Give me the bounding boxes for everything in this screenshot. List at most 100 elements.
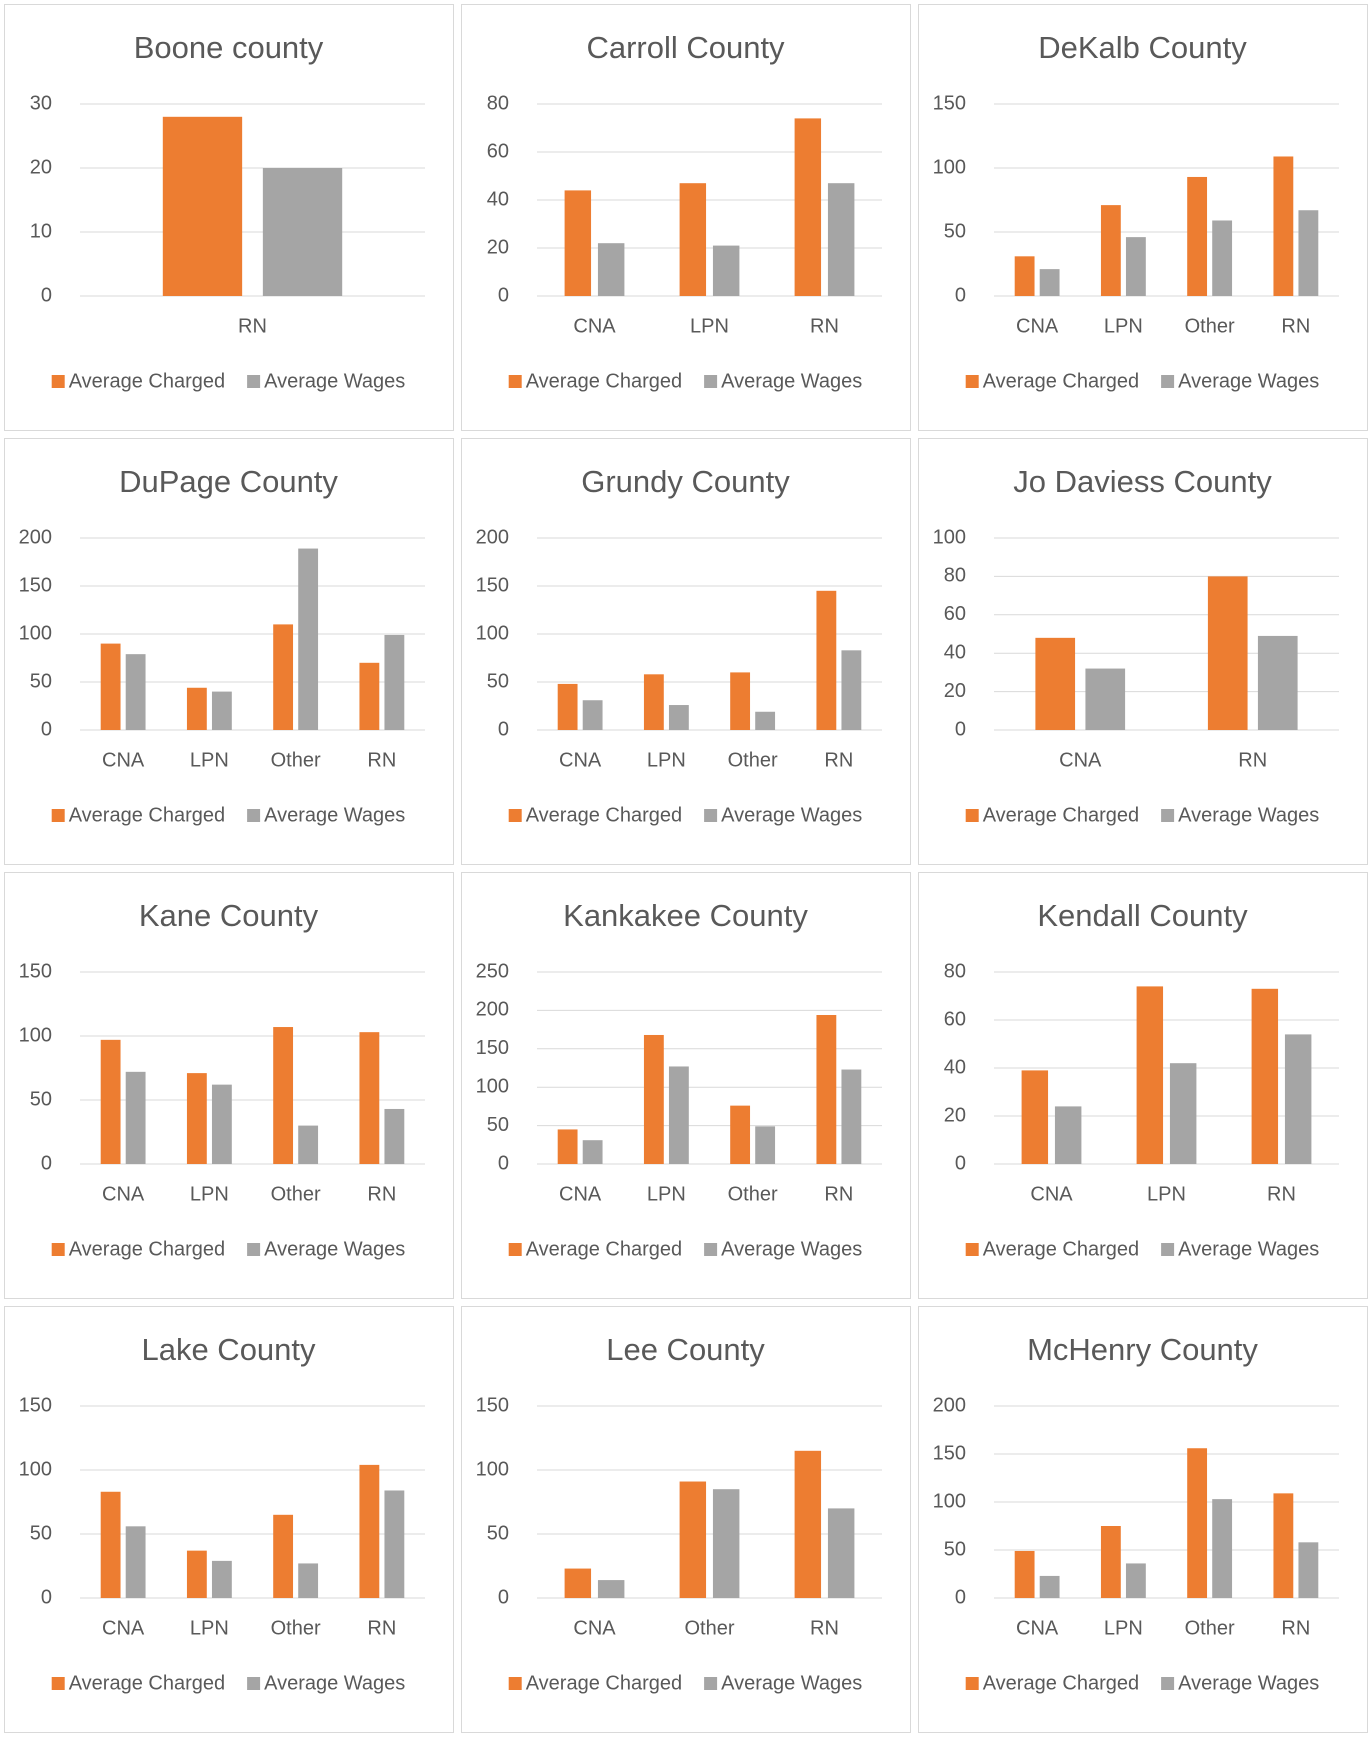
x-tick-label: RN <box>367 1183 396 1205</box>
x-tick-label: Other <box>728 1183 778 1205</box>
legend: Average Charged Average Wages <box>965 1238 1319 1260</box>
bar <box>582 700 603 730</box>
x-tick-label: RN <box>1238 749 1267 771</box>
chart-title: Kane County <box>139 898 319 933</box>
y-tick-label: 150 <box>476 1394 509 1416</box>
bar <box>1014 1550 1035 1598</box>
chart-panel: Grundy County 0 50 100 150 200 CNA LPN Other RN Av… <box>461 438 911 865</box>
legend-swatch <box>1161 1243 1175 1256</box>
y-tick-label: 200 <box>476 526 509 548</box>
x-tick-label: CNA <box>1016 315 1059 337</box>
legend-swatch <box>51 375 65 388</box>
bar <box>384 1490 405 1598</box>
x-tick-label: CNA <box>1016 1617 1059 1639</box>
bar <box>1125 1563 1146 1598</box>
bar <box>125 1071 146 1164</box>
bar <box>186 687 207 730</box>
chart-title: McHenry County <box>1027 1332 1258 1367</box>
bar <box>162 116 243 296</box>
bar <box>273 624 294 730</box>
bar <box>712 1489 740 1598</box>
legend-label: Average Wages <box>264 804 405 826</box>
x-tick-label: RN <box>1281 315 1310 337</box>
bar <box>1039 269 1060 296</box>
y-tick-label: 0 <box>955 1152 966 1174</box>
y-tick-label: 60 <box>944 603 966 625</box>
legend-label: Average Wages <box>264 1238 405 1260</box>
bar <box>841 1069 862 1164</box>
legend-label: Average Charged <box>983 804 1139 826</box>
y-tick-label: 100 <box>19 1458 52 1480</box>
y-tick-label: 50 <box>30 1522 52 1544</box>
x-tick-label: RN <box>367 749 396 771</box>
legend: Average Charged Average Wages <box>51 1672 405 1694</box>
x-tick-label: RN <box>810 1617 839 1639</box>
y-tick-label: 20 <box>487 236 509 258</box>
x-tick-label: RN <box>824 1183 853 1205</box>
bar <box>597 1580 625 1598</box>
x-tick-label: LPN <box>190 749 229 771</box>
bar <box>557 683 578 730</box>
bar <box>730 1105 751 1164</box>
bar <box>273 1514 294 1598</box>
x-tick-label: LPN <box>1147 1183 1186 1205</box>
chart-title: Lake County <box>141 1332 316 1367</box>
legend-swatch <box>704 1677 718 1690</box>
y-tick-label: 0 <box>498 284 509 306</box>
bar <box>298 1563 319 1598</box>
legend-label: Average Wages <box>721 804 862 826</box>
bar <box>841 650 862 730</box>
y-tick-label: 150 <box>476 1037 509 1059</box>
y-tick-label: 200 <box>19 526 52 548</box>
x-tick-label: RN <box>824 749 853 771</box>
y-tick-label: 0 <box>498 1586 509 1608</box>
bar <box>1298 1542 1319 1598</box>
legend-label: Average Wages <box>1178 804 1319 826</box>
chart-title: Kendall County <box>1037 898 1248 933</box>
bar <box>827 183 855 296</box>
bar <box>679 183 707 296</box>
legend-swatch <box>247 1677 261 1690</box>
y-tick-label: 0 <box>955 1586 966 1608</box>
legend-swatch <box>508 1243 522 1256</box>
x-tick-label: RN <box>1267 1183 1296 1205</box>
panel-border <box>4 438 454 865</box>
x-tick-label: Other <box>1185 1617 1235 1639</box>
y-tick-label: 20 <box>944 680 966 702</box>
y-tick-label: 50 <box>487 670 509 692</box>
y-tick-label: 20 <box>30 156 52 178</box>
x-tick-label: LPN <box>190 1617 229 1639</box>
legend-label: Average Charged <box>69 1672 225 1694</box>
legend-swatch <box>247 1243 261 1256</box>
legend-swatch <box>51 1677 65 1690</box>
legend: Average Charged Average Wages <box>508 1672 862 1694</box>
legend: Average Charged Average Wages <box>508 1238 862 1260</box>
y-tick-label: 0 <box>498 1152 509 1174</box>
bar <box>211 691 232 730</box>
legend-swatch <box>704 1243 718 1256</box>
legend: Average Charged Average Wages <box>965 1672 1319 1694</box>
y-tick-label: 40 <box>487 188 509 210</box>
chart-title: Lee County <box>606 1332 765 1367</box>
legend: Average Charged Average Wages <box>51 370 405 392</box>
x-tick-label: RN <box>238 315 267 337</box>
y-tick-label: 100 <box>933 156 966 178</box>
y-tick-label: 10 <box>30 220 52 242</box>
bar <box>712 245 740 296</box>
y-tick-label: 100 <box>476 622 509 644</box>
x-tick-label: CNA <box>559 1183 602 1205</box>
chart-panel: Lee County 0 50 100 150 CNA Other RN Average Cha… <box>461 1306 911 1733</box>
legend-swatch <box>1161 809 1175 822</box>
y-tick-label: 80 <box>944 565 966 587</box>
x-tick-label: RN <box>367 1617 396 1639</box>
y-tick-label: 60 <box>944 1008 966 1030</box>
x-tick-label: CNA <box>573 315 616 337</box>
bar <box>298 548 319 730</box>
chart-panel: DuPage County 0 50 100 150 200 CNA LPN Other RN Av… <box>4 438 454 865</box>
bar <box>582 1140 603 1164</box>
legend-label: Average Wages <box>721 1238 862 1260</box>
x-tick-label: LPN <box>647 1183 686 1205</box>
bar <box>211 1084 232 1164</box>
